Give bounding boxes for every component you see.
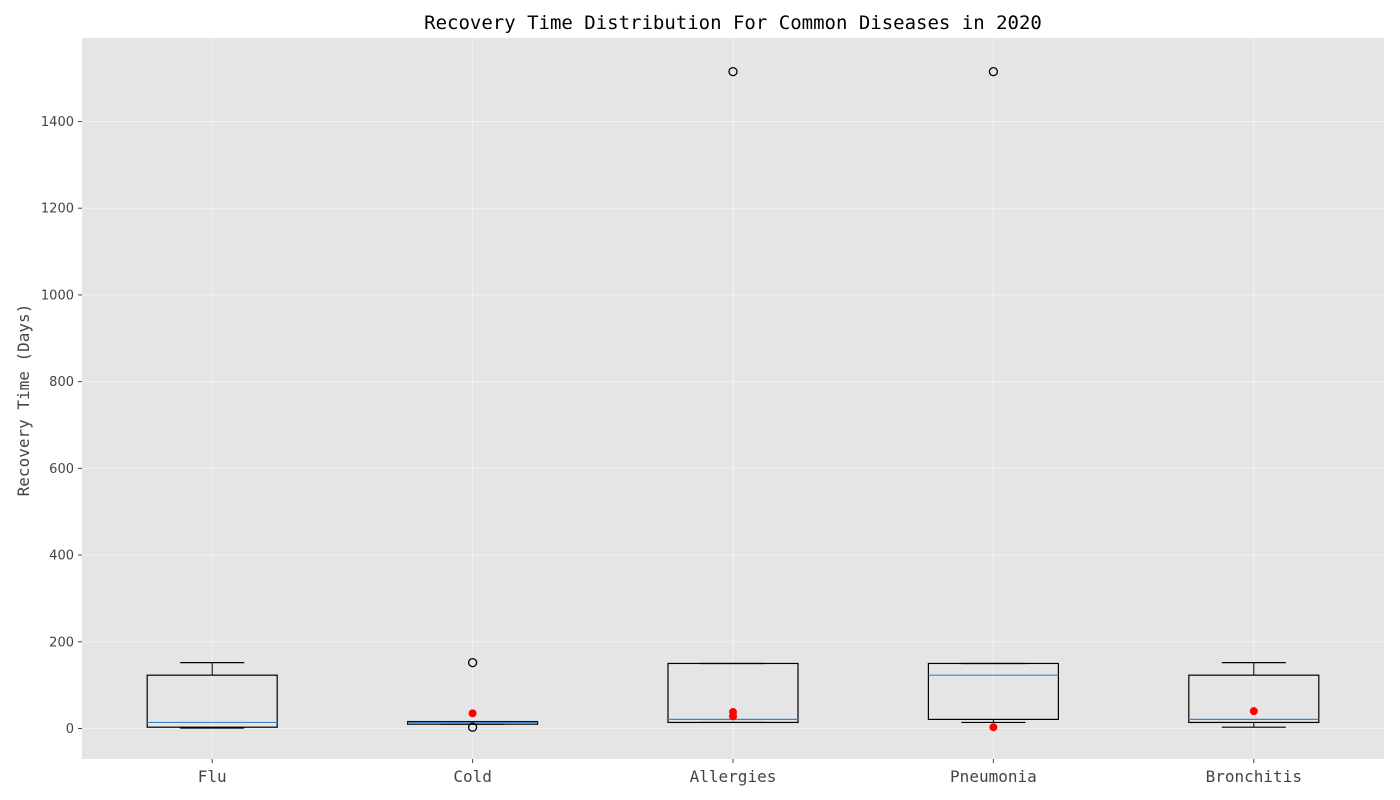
iqr-box [146,674,278,728]
boxes-layer [146,66,1320,732]
iqr-box [927,662,1060,720]
x-tick-label: Allergies [690,767,777,786]
y-tick-label: 200 [49,635,74,650]
y-axis-label: Recovery Time (Days) [14,304,33,497]
mean-marker [1249,707,1258,716]
grid-lines [82,38,1384,759]
x-tick-label: Flu [198,767,227,786]
y-tick-label: 0 [66,722,74,737]
box-group [146,661,278,729]
box-group [667,66,799,724]
y-tick-label: 1400 [41,115,74,130]
y-tick-label: 400 [49,549,74,564]
y-axis-ticks: 0 200 400 600 800 1000 1200 1400 [41,115,82,737]
x-tick-label: Pneumonia [950,767,1037,786]
mean-marker [729,712,737,721]
chart-title: Recovery Time Distribution For Common Di… [424,12,1042,34]
outlier-point [467,722,478,732]
box-group [1188,661,1320,728]
box-group [407,657,539,732]
x-tick-label: Cold [453,767,492,786]
mean-marker [989,723,998,732]
x-axis-ticks: Flu Cold Allergies Pneumonia Bronchitis [198,759,1302,786]
y-tick-label: 1000 [41,288,74,303]
outlier-point [988,66,999,77]
y-tick-label: 800 [49,375,74,390]
y-tick-label: 1200 [41,202,74,217]
box-group [927,66,1060,732]
x-tick-label: Bronchitis [1206,767,1302,786]
outlier-point [467,657,478,668]
iqr-box [667,662,799,724]
outlier-point [728,66,738,77]
y-tick-label: 600 [49,462,74,477]
iqr-box [1188,674,1320,724]
mean-marker [468,709,477,718]
